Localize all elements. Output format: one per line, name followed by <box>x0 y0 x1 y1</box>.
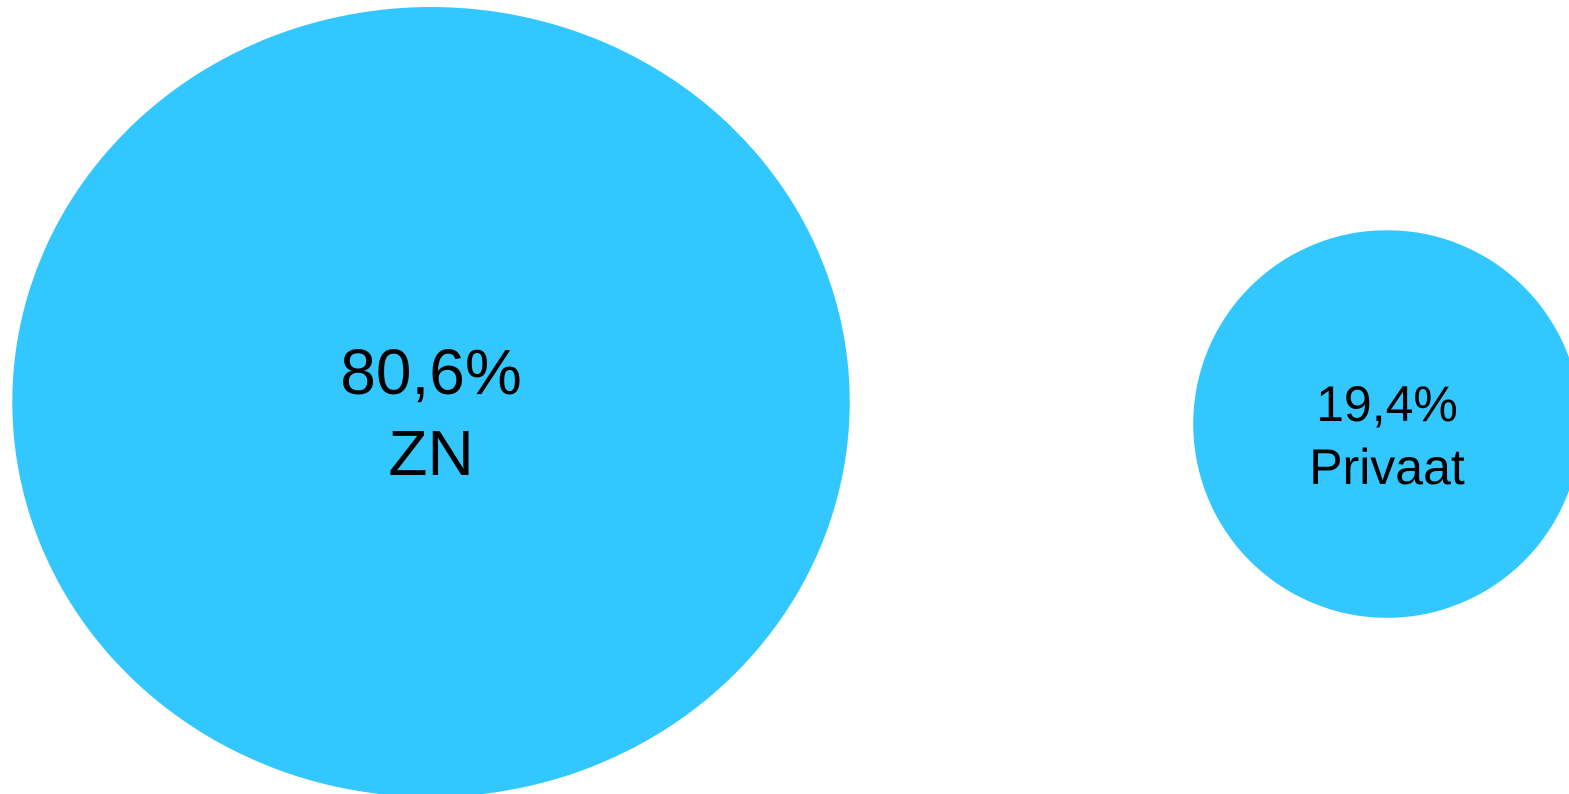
category-label: Privaat <box>1309 439 1465 495</box>
bubble <box>12 7 850 794</box>
value-label: 19,4% <box>1316 376 1458 432</box>
bubble <box>1193 230 1569 618</box>
category-label: ZN <box>388 417 473 489</box>
value-label: 80,6% <box>340 336 521 408</box>
